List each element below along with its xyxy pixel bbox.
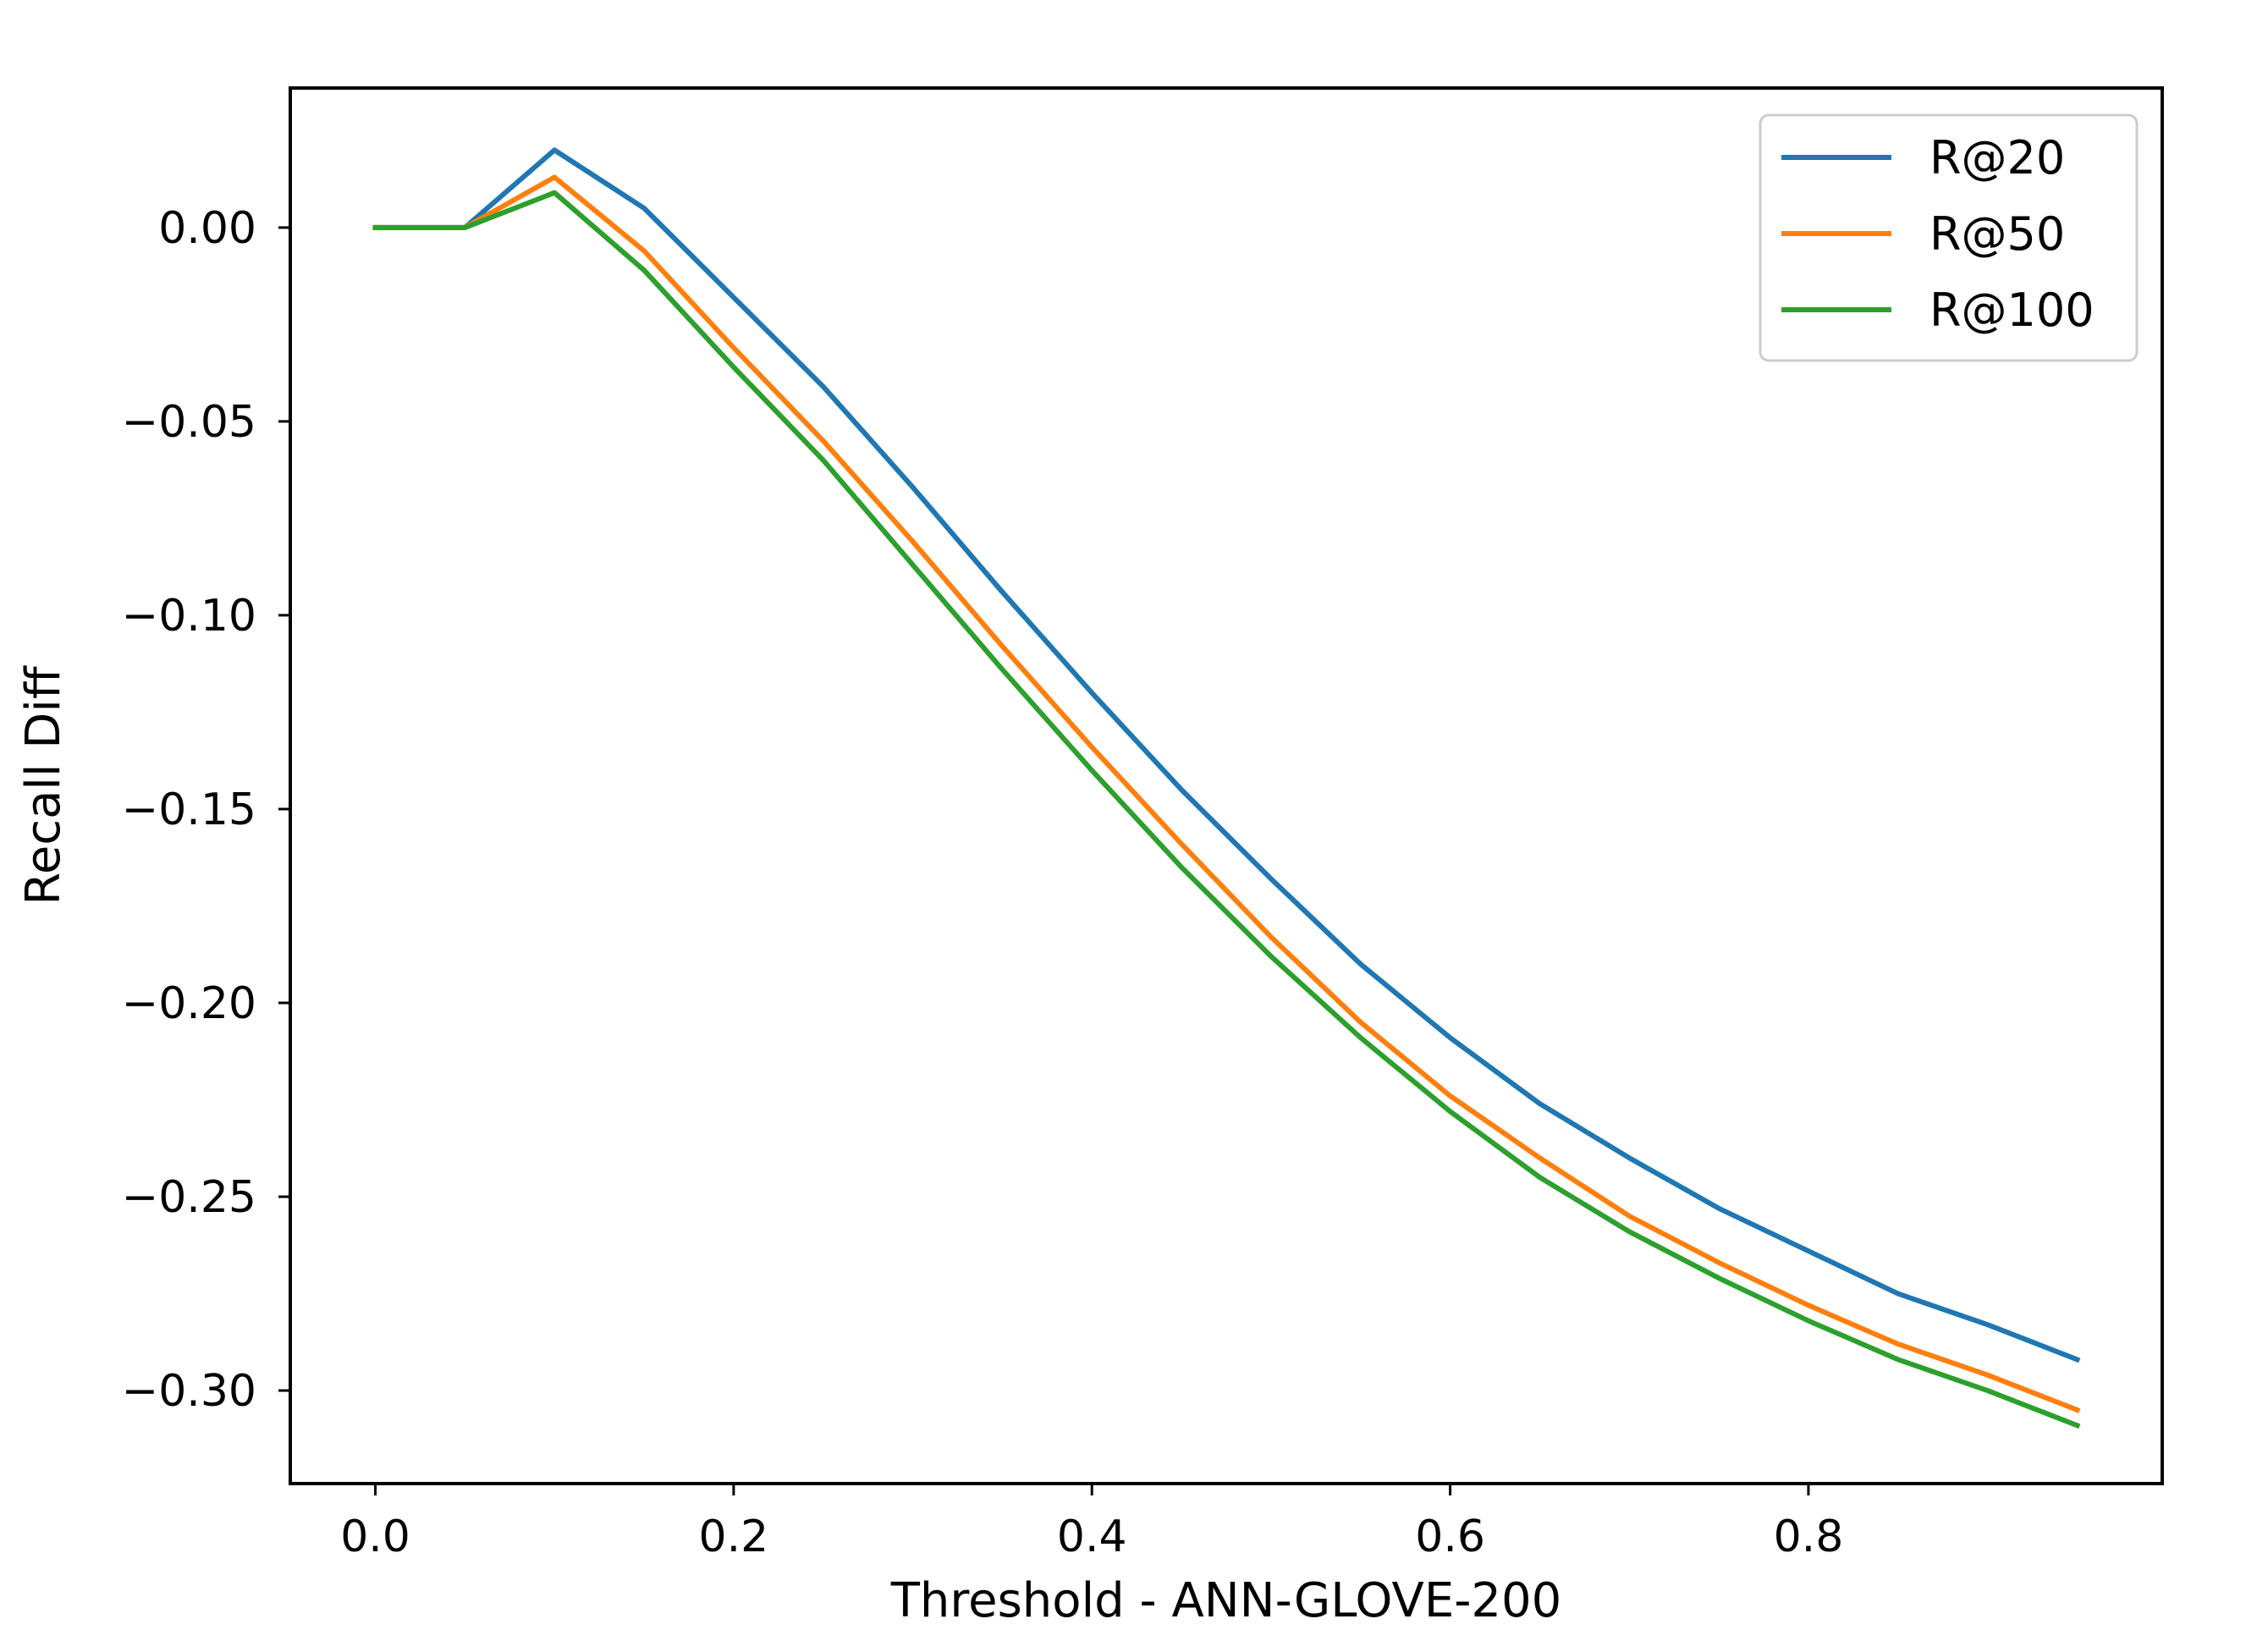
x-tick-label: 0.8 bbox=[1774, 1512, 1844, 1562]
legend: R@20 R@50 R@100 bbox=[1759, 113, 2139, 362]
y-tick-label: −0.30 bbox=[122, 1366, 256, 1417]
legend-frame bbox=[1759, 113, 2139, 362]
x-axis: 0.0 0.2 0.4 0.6 0.8 bbox=[340, 1484, 1843, 1562]
series-line-R@100 bbox=[372, 190, 2081, 1429]
x-tick-label: 0.6 bbox=[1415, 1512, 1485, 1562]
y-axis-title: Recall Diff bbox=[16, 665, 71, 906]
y-tick-label: −0.10 bbox=[122, 591, 256, 642]
y-tick-label: −0.05 bbox=[122, 397, 256, 448]
x-axis-title: Threshold - ANN-GLOVE-200 bbox=[890, 1573, 1562, 1628]
y-tick-label: 0.00 bbox=[158, 203, 256, 254]
series-line-R@50 bbox=[372, 174, 2081, 1413]
series-layer bbox=[372, 147, 2081, 1429]
series-line-R@20 bbox=[372, 147, 2081, 1363]
y-tick-label: −0.20 bbox=[122, 978, 256, 1029]
legend-label-R@20: R@20 bbox=[1929, 131, 2065, 184]
y-axis: 0.00 −0.05 −0.10 −0.15 −0.20 −0.25 −0.30 bbox=[122, 203, 290, 1417]
y-tick-label: −0.25 bbox=[122, 1172, 256, 1223]
legend-label-R@50: R@50 bbox=[1929, 207, 2065, 261]
plot-frame bbox=[289, 86, 2164, 1485]
x-tick-label: 0.4 bbox=[1057, 1512, 1127, 1562]
legend-label-R@100: R@100 bbox=[1929, 284, 2095, 337]
x-tick-label: 0.2 bbox=[699, 1512, 769, 1562]
y-tick-label: −0.15 bbox=[122, 785, 256, 835]
x-tick-label: 0.0 bbox=[340, 1512, 410, 1562]
